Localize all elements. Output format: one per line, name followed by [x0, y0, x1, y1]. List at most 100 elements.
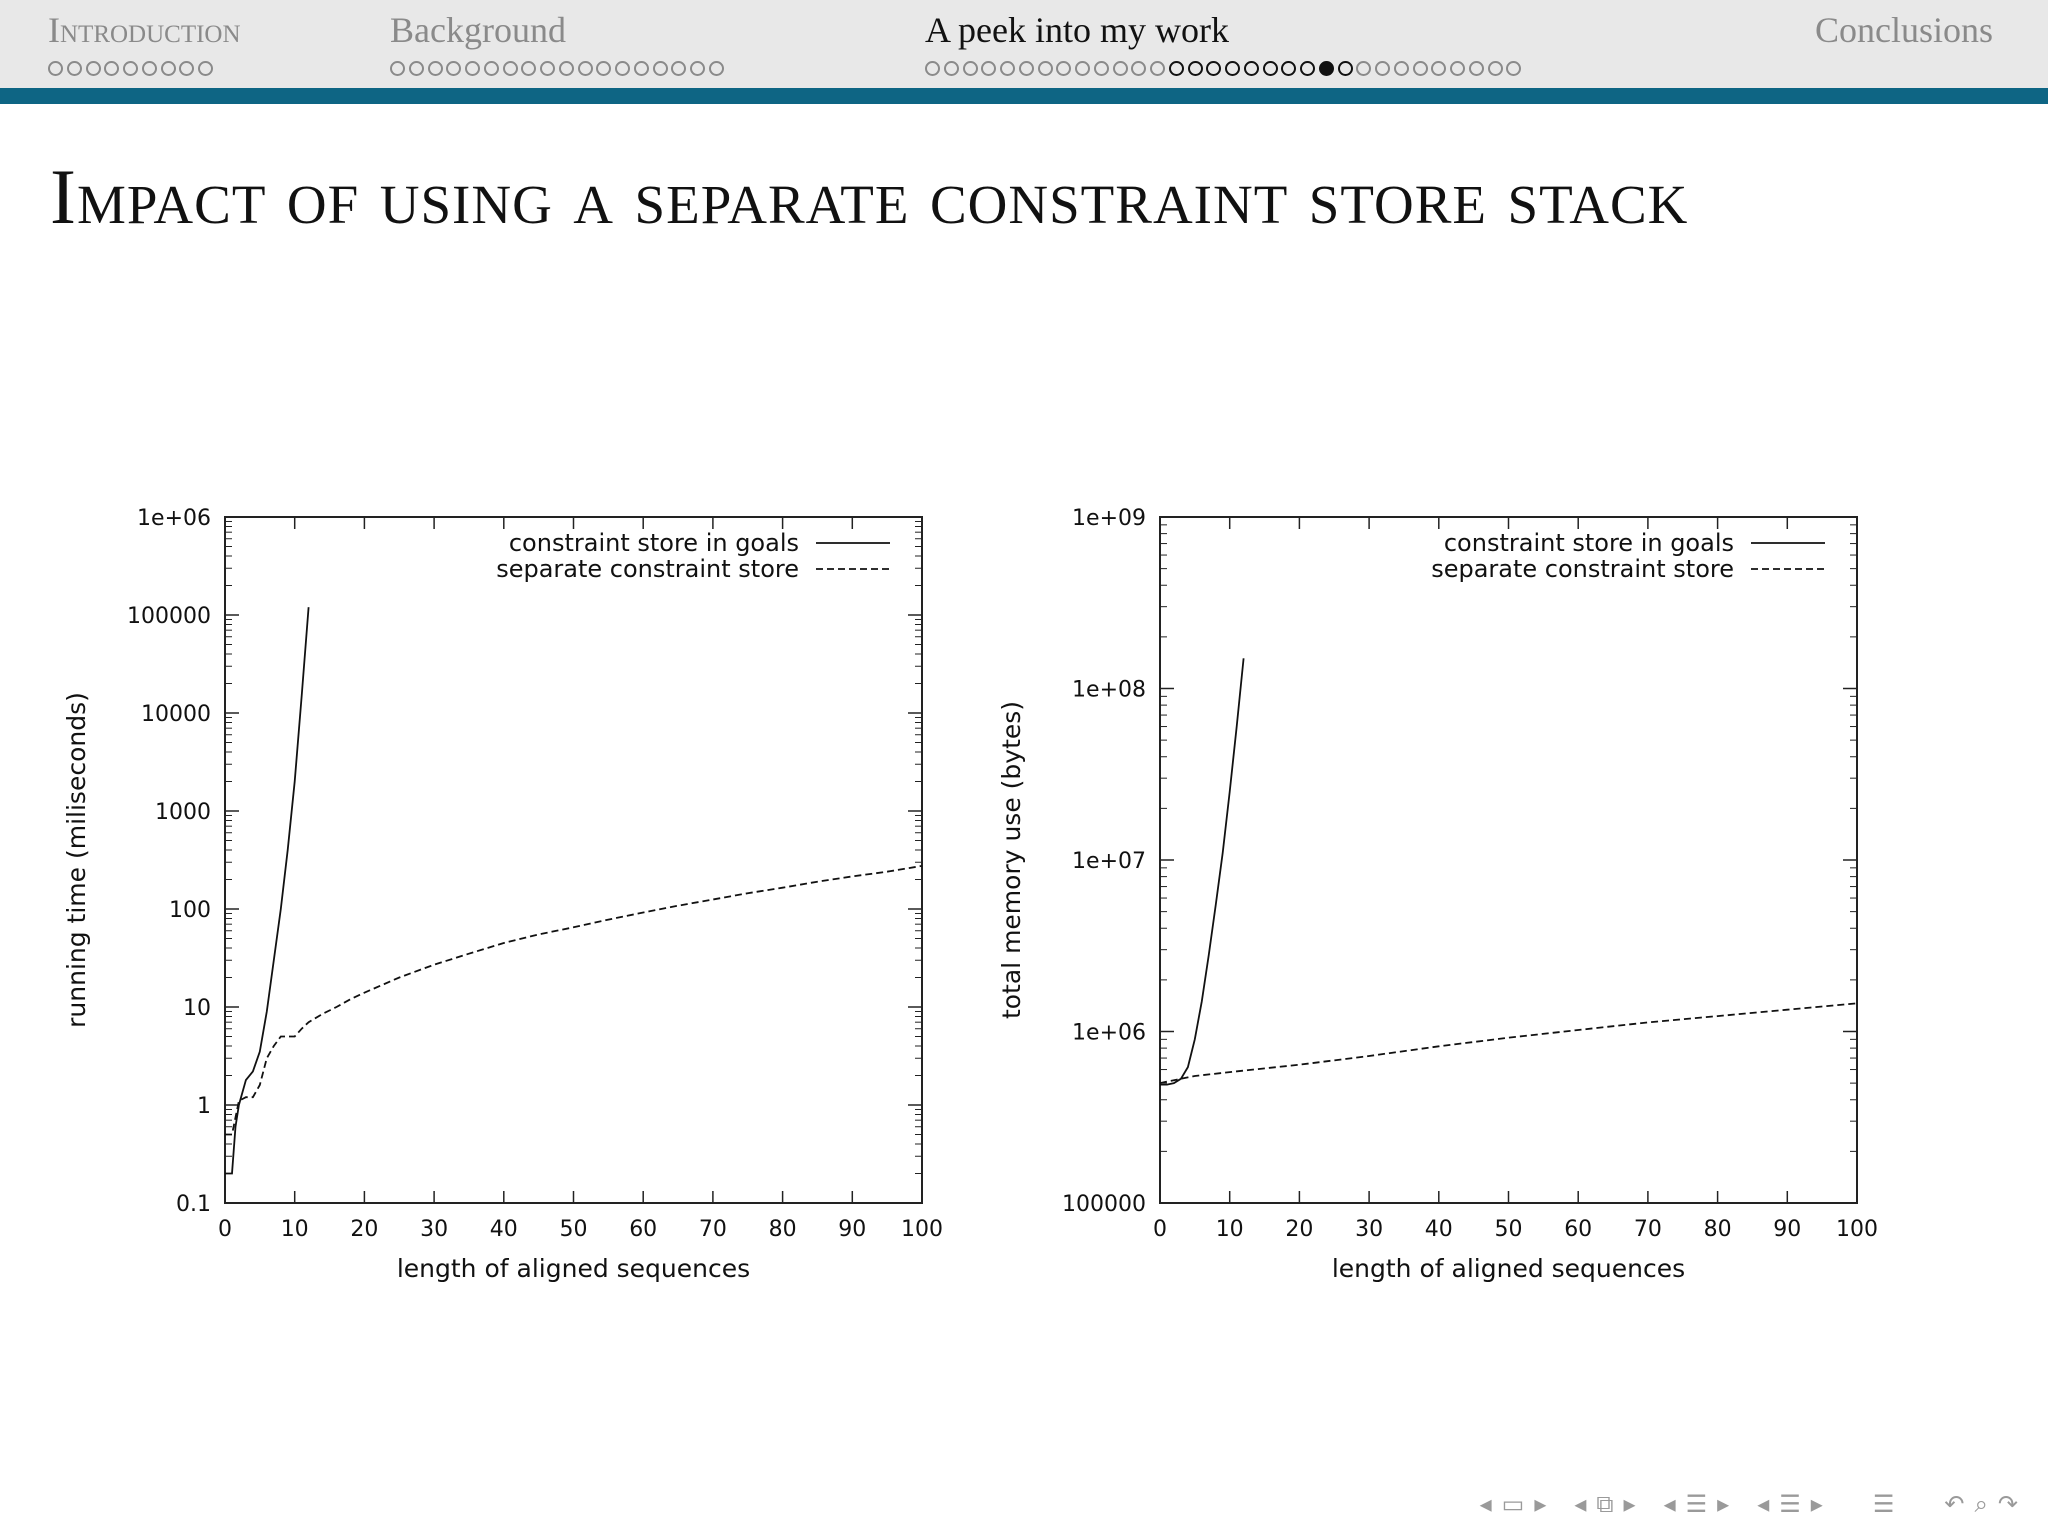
x-tick-label: 60: [629, 1217, 657, 1242]
slide-dot[interactable]: [390, 60, 405, 76]
prev-frame-icon[interactable]: ◂: [1574, 1490, 1587, 1518]
slide-dot[interactable]: [1168, 60, 1184, 76]
slide-dot[interactable]: [1131, 60, 1147, 76]
slide-dot[interactable]: [690, 60, 705, 76]
slide-dot[interactable]: [708, 60, 724, 76]
section-introduction[interactable]: Introduction: [48, 8, 241, 78]
slide-dot[interactable]: [141, 60, 157, 76]
section-title[interactable]: Conclusions: [1815, 10, 1994, 50]
slide-dot[interactable]: [1243, 60, 1259, 76]
slide-dot[interactable]: [160, 60, 176, 76]
x-tick-label: 50: [560, 1217, 588, 1242]
section-conclusions[interactable]: Conclusions: [1815, 8, 1993, 52]
slide-dot[interactable]: [1487, 60, 1503, 76]
slide-dot[interactable]: [633, 60, 649, 76]
frame-title: Impact of using a separate constraint st…: [50, 153, 1689, 240]
slide-dot[interactable]: [540, 60, 555, 76]
slide-dot[interactable]: [1262, 60, 1278, 76]
slide-dot[interactable]: [1506, 60, 1522, 76]
section-background[interactable]: Background: [390, 8, 728, 78]
slide-dot[interactable]: [1337, 60, 1353, 76]
slide-dot[interactable]: [446, 60, 462, 76]
prev-slide-icon[interactable]: ◂: [1479, 1490, 1492, 1518]
slide-dot[interactable]: [1450, 60, 1465, 76]
next-section-icon[interactable]: ▸: [1810, 1490, 1823, 1518]
next-slide-icon[interactable]: ▸: [1534, 1490, 1547, 1518]
slide-dot[interactable]: [1037, 60, 1053, 76]
slide-dot[interactable]: [1187, 60, 1203, 76]
series-line-store-in-goals: [1160, 658, 1245, 1086]
slide-dot[interactable]: [1412, 60, 1428, 76]
subsection-icon[interactable]: ☰: [1685, 1490, 1708, 1518]
section-icon[interactable]: ☰: [1779, 1490, 1801, 1518]
slide-dot[interactable]: [1206, 60, 1222, 76]
search-icon[interactable]: ⌕: [1974, 1490, 1988, 1518]
document-icon[interactable]: ☰: [1872, 1490, 1895, 1518]
slide-dot[interactable]: [198, 60, 213, 76]
slide-dot[interactable]: [123, 60, 138, 76]
slide-dot[interactable]: [1468, 60, 1484, 76]
section-title[interactable]: A peek into my work: [925, 10, 1229, 50]
slide-dot[interactable]: [502, 60, 518, 76]
slide-dot[interactable]: [66, 60, 82, 76]
slide-dot[interactable]: [465, 60, 480, 76]
prev-subsection-icon[interactable]: ◂: [1663, 1490, 1676, 1518]
x-tick-label: 60: [1564, 1217, 1592, 1242]
slide-dot[interactable]: [615, 60, 630, 76]
slide-dot[interactable]: [925, 60, 940, 76]
slide-dot[interactable]: [652, 60, 668, 76]
slide-dot[interactable]: [1393, 60, 1409, 76]
slide-dot[interactable]: [1225, 60, 1240, 76]
forward-icon[interactable]: ↷: [1997, 1490, 2018, 1518]
slide-dot[interactable]: [427, 60, 443, 76]
slide-dot[interactable]: [981, 60, 997, 76]
slide-dot[interactable]: [408, 60, 424, 76]
slide-dot[interactable]: [558, 60, 574, 76]
section-title[interactable]: Background: [390, 10, 566, 50]
series-line-store-in-goals: [225, 607, 310, 1175]
slide-dot[interactable]: [1000, 60, 1015, 76]
slide-dot[interactable]: [1075, 60, 1090, 76]
slide-dot[interactable]: [962, 60, 978, 76]
legend-label: constraint store in goals: [1444, 529, 1734, 557]
slide-dot[interactable]: [1150, 60, 1165, 76]
slide-dot[interactable]: [943, 60, 959, 76]
y-tick-label: 1e+08: [1072, 678, 1146, 703]
slide-dot[interactable]: [1300, 60, 1315, 76]
slide-dot[interactable]: [596, 60, 612, 76]
slide-dot[interactable]: [1356, 60, 1372, 76]
x-tick-label: 0: [1153, 1217, 1167, 1242]
prev-section-icon[interactable]: ◂: [1757, 1490, 1770, 1518]
slide-dot[interactable]: [1056, 60, 1072, 76]
x-tick-label: 90: [838, 1217, 866, 1242]
next-subsection-icon[interactable]: ▸: [1717, 1490, 1730, 1518]
legend-label: constraint store in goals: [509, 529, 799, 557]
slide-dot[interactable]: [179, 60, 195, 76]
section-title[interactable]: Introduction: [48, 10, 241, 50]
slide-dot[interactable]: [577, 60, 593, 76]
x-tick-label: 20: [350, 1217, 378, 1242]
y-tick-label: 100: [169, 898, 211, 923]
slide-dot[interactable]: [85, 60, 101, 76]
slide-dot[interactable]: [483, 60, 499, 76]
slide-dot[interactable]: [1375, 60, 1390, 76]
slide-dot[interactable]: [48, 60, 63, 76]
plot-frame: [1159, 516, 1858, 1204]
section-peek-into-my-work[interactable]: A peek into my work: [925, 8, 1525, 78]
frame-icon[interactable]: ⧉: [1596, 1490, 1614, 1518]
slide-dot[interactable]: [1281, 60, 1297, 76]
back-icon[interactable]: ↶: [1944, 1490, 1965, 1518]
slide-dot[interactable]: [104, 60, 120, 76]
slide-dot[interactable]: [521, 60, 537, 76]
slide-dot[interactable]: [1431, 60, 1447, 76]
next-frame-icon[interactable]: ▸: [1623, 1490, 1636, 1518]
running-time-chart: 0 10 20 30 40 50 60 70 80 90 100 0.1 1 10 100 1000 10000…: [40, 500, 1000, 1300]
slide-dot[interactable]: [1112, 60, 1128, 76]
slide-dot[interactable]: [1093, 60, 1109, 76]
slide-dot[interactable]: [1018, 60, 1034, 76]
slide-dot[interactable]: [671, 60, 687, 76]
slide-icon[interactable]: ▭: [1501, 1490, 1525, 1518]
y-tick-label: 0.1: [176, 1192, 211, 1217]
x-tick-label: 70: [1634, 1217, 1662, 1242]
slide-dot[interactable]: [1318, 60, 1334, 76]
